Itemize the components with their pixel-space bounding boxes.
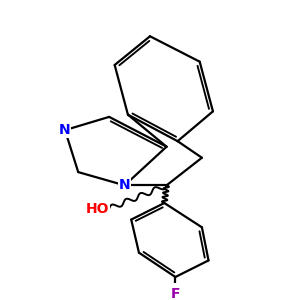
Text: F: F bbox=[171, 286, 180, 300]
Text: HO: HO bbox=[85, 202, 109, 215]
Text: N: N bbox=[59, 123, 71, 137]
Text: N: N bbox=[119, 178, 130, 192]
